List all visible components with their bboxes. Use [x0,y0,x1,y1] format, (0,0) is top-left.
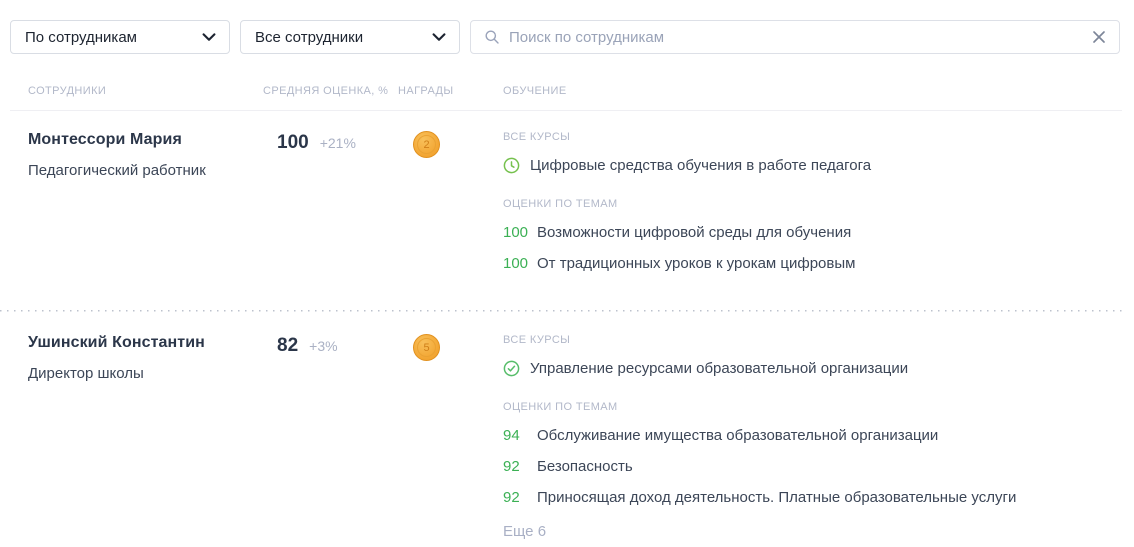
employees-table: СОТРУДНИКИ СРЕДНЯЯ ОЦЕНКА, % НАГРАДЫ ОБУ… [0,54,1124,541]
topic-title: Возможности цифровой среды для обучения [537,224,852,241]
topic-item: 100 Возможности цифровой среды для обуче… [503,224,1122,241]
score-cell: 82 +3% [263,335,398,541]
employee-position: Педагогический работник [28,162,206,179]
employee-cell: Монтессори Мария Педагогический работник [10,131,263,272]
table-header: СОТРУДНИКИ СРЕДНЯЯ ОЦЕНКА, % НАГРАДЫ ОБУ… [10,54,1122,111]
learning-cell: ВСЕ КУРСЫ Управление ресурсами образоват… [503,334,1122,541]
clock-icon [503,157,520,174]
search-icon [484,29,500,45]
employee-position: Директор школы [28,365,144,382]
chevron-down-icon [432,32,446,42]
course-title: Цифровые средства обучения в работе педа… [530,157,872,174]
search-input[interactable] [509,28,1083,46]
search-box [470,20,1120,54]
chevron-down-icon [202,32,216,42]
award-count: 5 [417,338,436,357]
column-header-avg-score: СРЕДНЯЯ ОЦЕНКА, % [263,85,389,97]
employee-name: Ушинский Константин [28,334,205,351]
award-coin-badge: 2 [413,131,440,158]
scope-select-value: Все сотрудники [255,28,364,46]
topic-item: 92 Приносящая доход деятельность. Платны… [503,489,1122,506]
filter-toolbar: По сотрудникам Все сотрудники [0,0,1134,54]
topic-score: 92 [503,489,520,506]
average-score: 82 [277,335,299,356]
scope-select[interactable]: Все сотрудники [240,20,460,54]
topic-score: 100 [503,255,529,272]
topic-title: Безопасность [537,458,633,475]
group-by-select[interactable]: По сотрудникам [10,20,230,54]
column-header-awards: НАГРАДЫ [398,85,454,97]
topic-title: Приносящая доход деятельность. Платные о… [537,489,1017,506]
topic-item: 94 Обслуживание имущества образовательно… [503,427,1122,444]
show-more-link[interactable]: Еще 6 [503,523,547,540]
awards-cell: 5 [398,334,503,541]
award-count: 2 [417,135,436,154]
score-cell: 100 +21% [263,132,398,272]
employee-name: Монтессори Мария [28,131,182,148]
topic-scores-label: ОЦЕНКИ ПО ТЕМАМ [503,198,618,210]
all-courses-label: ВСЕ КУРСЫ [503,131,571,143]
all-courses-label: ВСЕ КУРСЫ [503,334,571,346]
topic-score: 94 [503,427,520,444]
check-circle-icon [503,360,520,377]
topic-scores-label: ОЦЕНКИ ПО ТЕМАМ [503,401,618,413]
awards-cell: 2 [398,131,503,272]
table-row: Монтессори Мария Педагогический работник… [10,111,1122,272]
clear-search-icon[interactable] [1092,30,1106,44]
group-by-select-value: По сотрудникам [25,28,137,46]
course-title: Управление ресурсами образовательной орг… [530,360,909,377]
employee-cell: Ушинский Константин Директор школы [10,334,263,541]
award-coin-badge: 5 [413,334,440,361]
course-item: Управление ресурсами образовательной орг… [503,360,1122,377]
column-header-learning: ОБУЧЕНИЕ [503,85,567,97]
course-item: Цифровые средства обучения в работе педа… [503,157,1122,174]
learning-cell: ВСЕ КУРСЫ Цифровые средства обучения в р… [503,131,1122,272]
topic-score: 100 [503,224,529,241]
topic-title: От традиционных уроков к урокам цифровым [537,255,856,272]
topic-item: 92 Безопасность [503,458,1122,475]
topic-item: 100 От традиционных уроков к урокам цифр… [503,255,1122,272]
topic-score: 92 [503,458,520,475]
score-delta: +3% [309,338,338,354]
table-row: Ушинский Константин Директор школы 82 +3… [0,310,1124,541]
score-delta: +21% [319,135,356,151]
average-score: 100 [277,132,309,153]
column-header-employees: СОТРУДНИКИ [28,85,107,97]
topic-title: Обслуживание имущества образовательной о… [537,427,939,444]
